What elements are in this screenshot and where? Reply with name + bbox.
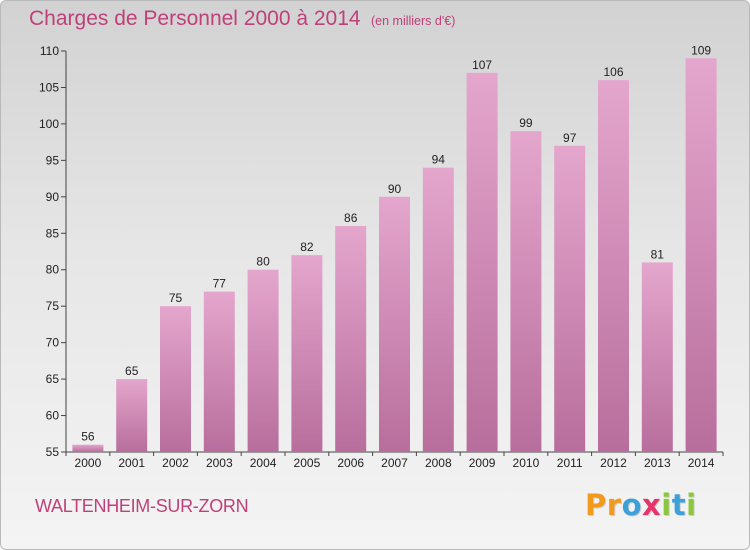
y-tick-label: 90 — [46, 190, 60, 204]
logo-letter: o — [621, 488, 643, 522]
y-tick-label: 80 — [46, 263, 60, 277]
x-tick-label-2008: 2008 — [425, 456, 452, 470]
data-label-2013: 81 — [651, 247, 665, 261]
y-tick-label: 55 — [46, 445, 60, 459]
bar-2000 — [72, 444, 104, 452]
data-label-2002: 75 — [169, 291, 183, 305]
x-tick-label-2005: 2005 — [294, 456, 321, 470]
data-label-2014: 109 — [691, 43, 711, 57]
y-tick-label: 110 — [40, 44, 59, 58]
y-tick-label: 75 — [46, 299, 60, 313]
x-tick-label-2007: 2007 — [381, 456, 408, 470]
data-label-2001: 65 — [125, 364, 139, 378]
chart-subtitle: (en milliers d'€) — [371, 14, 456, 28]
x-tick-label-2004: 2004 — [250, 456, 277, 470]
y-tick-label: 100 — [39, 117, 59, 131]
labels: 56 2000 65 2001 75 2002 77 2003 80 2004 82 2005 86 20… — [75, 43, 715, 470]
bar-2004 — [247, 269, 279, 452]
bar-2012 — [598, 80, 629, 452]
data-label-2000: 56 — [81, 430, 95, 444]
bar-2007 — [379, 196, 410, 452]
bar-2002 — [160, 306, 191, 452]
bars — [72, 58, 717, 453]
logo-letter: i — [661, 488, 672, 522]
y-tick-label: 65 — [46, 372, 60, 386]
x-tick-label-2011: 2011 — [557, 456, 583, 470]
data-label-2006: 86 — [344, 211, 358, 225]
bar-2005 — [291, 255, 323, 452]
logo-letter: i — [686, 488, 697, 522]
bar-2009 — [466, 72, 498, 452]
bar-2006 — [335, 225, 367, 452]
y-tick-label: 70 — [46, 336, 60, 350]
bar-2003 — [203, 291, 235, 452]
x-tick-label-2001: 2001 — [118, 456, 145, 470]
data-label-2004: 80 — [256, 255, 270, 269]
bar-2011 — [554, 145, 586, 453]
x-tick-label-2009: 2009 — [469, 456, 496, 470]
logo-letter: r — [606, 488, 622, 522]
bar-2001 — [116, 379, 148, 452]
logo-letter: x — [642, 488, 662, 522]
x-tick-label-2012: 2012 — [600, 456, 627, 470]
data-label-2010: 99 — [519, 116, 533, 130]
data-label-2008: 94 — [432, 153, 446, 167]
bar-2013 — [641, 262, 673, 452]
data-label-2007: 90 — [388, 182, 402, 196]
logo-letter: t — [671, 488, 687, 522]
x-tick-label-2003: 2003 — [206, 456, 233, 470]
x-tick-label-2014: 2014 — [688, 456, 715, 470]
data-label-2009: 107 — [472, 58, 492, 72]
y-tick-label: 105 — [39, 80, 59, 94]
proxiti-logo: Proxiti — [585, 488, 697, 522]
data-label-2011: 97 — [563, 131, 577, 145]
x-tick-label-2002: 2002 — [162, 456, 189, 470]
data-label-2005: 82 — [300, 240, 314, 254]
y-tick-label: 95 — [46, 153, 60, 167]
bar-2010 — [510, 131, 542, 452]
data-label-2012: 106 — [603, 65, 623, 79]
y-tick-label: 60 — [46, 409, 60, 423]
x-tick-label-2013: 2013 — [644, 456, 671, 470]
y-tick-label: 85 — [46, 226, 60, 240]
logo-letter: P — [585, 488, 607, 522]
chart-title: Charges de Personnel 2000 à 2014 — [29, 7, 361, 30]
bar-2014 — [685, 58, 717, 453]
commune-name: WALTENHEIM-SUR-ZORN — [35, 496, 249, 516]
x-tick-label-2006: 2006 — [337, 456, 364, 470]
bar-2008 — [422, 167, 454, 452]
x-tick-label-2010: 2010 — [513, 456, 540, 470]
data-label-2003: 77 — [213, 277, 227, 291]
x-tick-label-2000: 2000 — [75, 456, 102, 470]
